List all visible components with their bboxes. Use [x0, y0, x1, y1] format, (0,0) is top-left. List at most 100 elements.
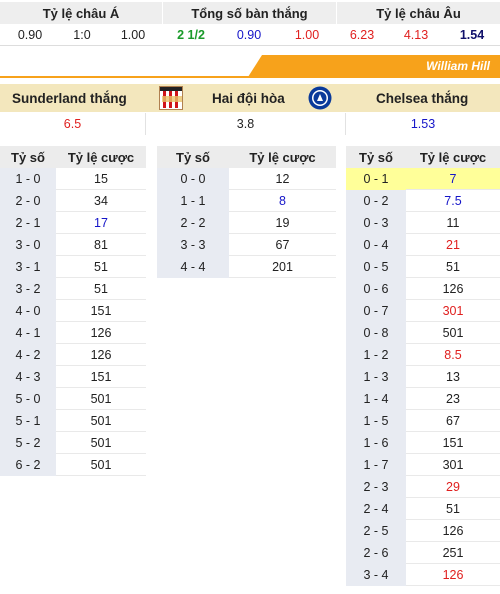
- euro-home-odds: 6.23: [349, 27, 375, 42]
- table-row: 0 - 2 7.5: [346, 190, 500, 212]
- home-win-label: Sunderland thắng: [12, 90, 127, 106]
- team-outcome-odds: 6.5 3.8 1.53: [0, 113, 500, 135]
- odds-cell: 11: [406, 212, 500, 234]
- odds-cell: 126: [406, 520, 500, 542]
- score-cell: 0 - 7: [346, 300, 406, 322]
- odds-header: Tỷ lệ cược: [67, 149, 135, 165]
- score-cell: 0 - 0: [157, 168, 229, 190]
- table-row: 0 - 5 51: [346, 256, 500, 278]
- odds-cell: 29: [406, 476, 500, 498]
- score-cell: 3 - 0: [0, 234, 56, 256]
- score-cell: 2 - 4: [346, 498, 406, 520]
- table-row: 0 - 6 126: [346, 278, 500, 300]
- bookmaker-banner: William Hill: [248, 55, 500, 77]
- score-cell: 0 - 6: [346, 278, 406, 300]
- score-cell: 2 - 1: [0, 212, 56, 234]
- odds-cell: 201: [229, 256, 336, 278]
- table-row: 6 - 2 501: [0, 454, 146, 476]
- score-cell: 4 - 4: [157, 256, 229, 278]
- odds-cell: 12: [229, 168, 336, 190]
- score-cell: 2 - 3: [346, 476, 406, 498]
- table-row: 3 - 1 51: [0, 256, 146, 278]
- score-cell: 4 - 2: [0, 344, 56, 366]
- table-row: 5 - 2 501: [0, 432, 146, 454]
- odds-header: Tỷ lệ cược: [249, 149, 316, 165]
- home-win-odds: 6.5: [0, 113, 146, 135]
- odds-cell: 8.5: [406, 344, 500, 366]
- table-row: 0 - 8 501: [346, 322, 500, 344]
- odds-cell: 15: [56, 168, 146, 190]
- sunderland-crest-icon: [159, 86, 183, 110]
- odds-cell: 67: [229, 234, 336, 256]
- euro-away-odds: 1.54: [459, 27, 485, 42]
- table-row: 4 - 1 126: [0, 322, 146, 344]
- score-cell: 0 - 8: [346, 322, 406, 344]
- table-row: 5 - 0 501: [0, 388, 146, 410]
- score-cell: 1 - 6: [346, 432, 406, 454]
- table-row: 3 - 0 81: [0, 234, 146, 256]
- table-row: 4 - 3 151: [0, 366, 146, 388]
- score-header: Tỷ số: [359, 149, 393, 165]
- away-win-label: Chelsea thắng: [376, 90, 469, 106]
- odds-cell: 23: [406, 388, 500, 410]
- score-cell: 1 - 5: [346, 410, 406, 432]
- table-row: 3 - 4 126: [346, 564, 500, 586]
- odds-cell: 67: [406, 410, 500, 432]
- draw-odds: 3.8: [146, 113, 346, 135]
- table-row: 2 - 1 17: [0, 212, 146, 234]
- score-cell: 0 - 3: [346, 212, 406, 234]
- table-row: 1 - 2 8.5: [346, 344, 500, 366]
- table-row: 5 - 1 501: [0, 410, 146, 432]
- score-cell: 3 - 3: [157, 234, 229, 256]
- table-row: 0 - 7 301: [346, 300, 500, 322]
- odds-summary-header: Tỷ lệ châu Á Tổng số bàn thắng Tỷ lệ châ…: [0, 2, 500, 24]
- home-win-scores-table: Tỷ số Tỷ lệ cược 1 - 0 15 2 - 0 34 2 - 1 17 3 …: [0, 146, 146, 476]
- score-cell: 0 - 5: [346, 256, 406, 278]
- table-row: 4 - 0 151: [0, 300, 146, 322]
- odds-summary: Tỷ lệ châu Á Tổng số bàn thắng Tỷ lệ châ…: [0, 2, 500, 46]
- score-cell: 2 - 6: [346, 542, 406, 564]
- table-row: 1 - 0 15: [0, 168, 146, 190]
- odds-cell: 251: [406, 542, 500, 564]
- odds-cell: 501: [56, 410, 146, 432]
- score-cell: 5 - 2: [0, 432, 56, 454]
- table-header: Tỷ số Tỷ lệ cược: [0, 146, 146, 168]
- total-goals-header: Tổng số bàn thắng: [162, 2, 336, 24]
- odds-cell: 13: [406, 366, 500, 388]
- odds-cell: 501: [56, 454, 146, 476]
- score-cell: 1 - 4: [346, 388, 406, 410]
- team-outcome-header: Sunderland thắng Hai đội hòa Chelsea thắ…: [0, 84, 500, 112]
- away-win-odds: 1.53: [410, 117, 436, 131]
- table-row: 1 - 3 13: [346, 366, 500, 388]
- score-cell: 5 - 1: [0, 410, 56, 432]
- odds-cell: 8: [229, 190, 336, 212]
- table-row: 1 - 7 301: [346, 454, 500, 476]
- score-cell: 0 - 1: [346, 168, 406, 190]
- odds-cell: 126: [56, 344, 146, 366]
- odds-cell: 51: [406, 498, 500, 520]
- odds-cell: 151: [406, 432, 500, 454]
- euro-draw-odds: 4.13: [403, 27, 429, 42]
- table-row: 3 - 3 67: [157, 234, 336, 256]
- table-row: 2 - 4 51: [346, 498, 500, 520]
- score-cell: 4 - 0: [0, 300, 56, 322]
- score-cell: 5 - 0: [0, 388, 56, 410]
- odds-cell: 51: [406, 256, 500, 278]
- odds-cell: 126: [406, 564, 500, 586]
- score-cell: 2 - 2: [157, 212, 229, 234]
- table-header: Tỷ số Tỷ lệ cược: [346, 146, 500, 168]
- score-cell: 1 - 7: [346, 454, 406, 476]
- table-row: 4 - 2 126: [0, 344, 146, 366]
- total-over-odds: 0.90: [236, 27, 262, 42]
- table-row: 1 - 5 67: [346, 410, 500, 432]
- total-goals-line: 2 1/2: [177, 27, 205, 42]
- table-header: Tỷ số Tỷ lệ cược: [157, 146, 336, 168]
- score-cell: 0 - 4: [346, 234, 406, 256]
- odds-cell: 7: [406, 168, 500, 190]
- score-cell: 1 - 1: [157, 190, 229, 212]
- chelsea-crest-icon: [308, 86, 332, 110]
- table-row: 2 - 5 126: [346, 520, 500, 542]
- odds-cell: 126: [406, 278, 500, 300]
- score-cell: 6 - 2: [0, 454, 56, 476]
